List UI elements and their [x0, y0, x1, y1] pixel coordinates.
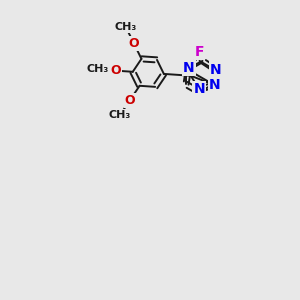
Text: CH₃: CH₃ [109, 110, 131, 120]
Text: N: N [194, 82, 205, 96]
Text: N: N [208, 78, 220, 92]
Text: N: N [210, 62, 221, 76]
Text: O: O [124, 94, 135, 107]
Text: O: O [128, 37, 139, 50]
Text: N: N [183, 61, 194, 75]
Text: CH₃: CH₃ [86, 64, 109, 74]
Text: CH₃: CH₃ [115, 22, 137, 32]
Text: O: O [110, 64, 121, 77]
Text: F: F [195, 45, 204, 59]
